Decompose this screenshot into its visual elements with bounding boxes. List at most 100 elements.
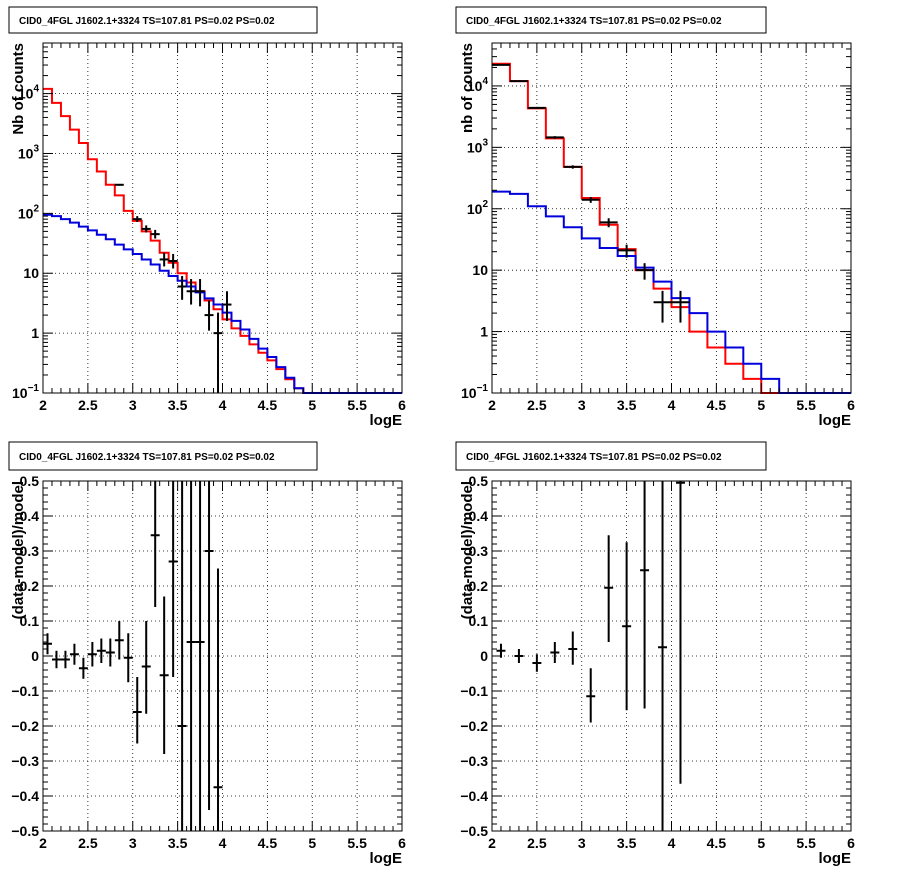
x-tick-label: 3 [578, 835, 586, 851]
data-point [186, 481, 196, 831]
data-point [222, 291, 232, 321]
data-point [599, 218, 618, 228]
y-tick-label: 0.2 [20, 578, 40, 594]
y-tick-label: 102 [18, 203, 40, 221]
data-point [622, 542, 632, 711]
data-point [132, 677, 142, 744]
data-point [177, 275, 187, 300]
x-tick-label: 2 [39, 835, 47, 851]
y-tick-label: −0.1 [11, 683, 39, 699]
y-tick-label: 0.4 [469, 508, 489, 524]
data-point [51, 650, 61, 669]
y-tick-label: 104 [467, 76, 489, 94]
grid [492, 43, 851, 393]
x-axis-label: logE [370, 850, 403, 867]
data-point [568, 631, 578, 665]
data-point [114, 621, 124, 660]
data-point [114, 183, 124, 186]
x-tick-label: 5 [308, 397, 316, 413]
title-box [455, 441, 767, 471]
grid [492, 481, 851, 831]
y-axis-label: (data-model)/model [459, 481, 476, 619]
y-axis-label: (data-model)/model [10, 481, 27, 619]
y-tick-label: 0.5 [20, 473, 40, 489]
x-tick-label: 6 [847, 397, 855, 413]
y-tick-label: −0.2 [11, 718, 39, 734]
data-point [150, 229, 160, 239]
y-tick-label: −0.4 [460, 788, 488, 804]
y-tick-label: 0.1 [20, 613, 40, 629]
y-tick-label: 0 [31, 648, 39, 664]
x-tick-label: 2.5 [78, 397, 98, 413]
data-point [492, 63, 510, 66]
y-tick-label: 10 [23, 265, 39, 281]
y-tick-label: 0 [480, 648, 488, 664]
x-tick-label: 5.5 [347, 397, 367, 413]
y-tick-label: 0.1 [469, 613, 489, 629]
data-point [617, 244, 636, 258]
x-tick-label: 3.5 [617, 397, 637, 413]
data-point [87, 642, 97, 667]
data-point [43, 633, 52, 655]
x-tick-label: 3 [129, 397, 137, 413]
y-tick-label: 103 [467, 137, 489, 155]
data-point [532, 654, 542, 672]
chart-title: CID0_4FGL J1602.1+3324 TS=107.81 PS=0.02… [19, 452, 275, 463]
title-box [455, 6, 767, 34]
y-tick-label: 0.2 [469, 578, 489, 594]
data-point [60, 650, 70, 669]
x-tick-label: 3.5 [617, 835, 637, 851]
y-tick-label: 10−1 [12, 383, 39, 401]
x-tick-label: 4.5 [707, 835, 727, 851]
x-tick-label: 3 [129, 835, 137, 851]
data-point [195, 279, 205, 307]
y-tick-label: 0.3 [20, 543, 40, 559]
x-tick-label: 4 [219, 835, 227, 851]
data-point [177, 481, 187, 831]
data-point [204, 481, 214, 810]
data-point [640, 481, 650, 709]
data-point [604, 535, 614, 642]
x-axis-label: logE [370, 412, 403, 429]
x-tick-label: 2 [488, 835, 496, 851]
data-point [96, 638, 106, 663]
y-axis-label: nb of counts [459, 43, 476, 133]
y-tick-label: −0.5 [11, 823, 39, 839]
y-tick-label: 102 [467, 199, 489, 217]
data-point [658, 481, 668, 831]
x-tick-label: 5 [308, 835, 316, 851]
title-box [8, 6, 318, 34]
x-axis-label: logE [819, 412, 852, 429]
data-point [635, 263, 654, 280]
chart-panel-bottom-right: 2 2.5 3 3.5 4 4.5 5 5.5 6 −0.5 −0.4 −0.3 −0.2 −0.1 0 0.… [455, 441, 855, 867]
y-tick-label: 0.4 [20, 508, 40, 524]
x-tick-label: 5 [757, 835, 765, 851]
x-tick-label: 4 [668, 835, 676, 851]
y-axis-label: Nb of counts [10, 43, 27, 135]
y-tick-label: 10−1 [461, 383, 488, 401]
x-tick-label: 4.5 [258, 835, 278, 851]
chart-panel-top-left: 2 2.5 3 3.5 4 4.5 5 5.5 6 10−1 1 10 102 103 104 logE Nb … [8, 6, 406, 429]
y-tick-label: −0.2 [460, 718, 488, 734]
y-tick-label: 0.3 [469, 543, 489, 559]
data-point [141, 225, 151, 233]
grid [43, 43, 402, 393]
chart-title: CID0_4FGL J1602.1+3324 TS=107.81 PS=0.02… [466, 16, 722, 27]
data-point [527, 106, 546, 109]
chart-panel-bottom-left: 2 2.5 3 3.5 4 4.5 5 5.5 6 −0.5 −0.4 −0.3 −0.2 −0.1 0 0.… [8, 441, 406, 867]
chart-title: CID0_4FGL J1602.1+3324 TS=107.81 PS=0.02… [19, 16, 275, 27]
x-tick-label: 3 [578, 397, 586, 413]
y-tick-label: −0.5 [460, 823, 488, 839]
data-point [545, 136, 564, 139]
x-tick-label: 3.5 [168, 835, 188, 851]
data-point [204, 300, 214, 331]
data-point [213, 312, 223, 393]
y-tick-label: 10 [472, 262, 488, 278]
x-tick-label: 4.5 [258, 397, 278, 413]
x-tick-label: 4 [668, 397, 676, 413]
y-tick-label: 1 [480, 324, 488, 340]
data-point [671, 290, 690, 323]
x-tick-label: 3.5 [168, 397, 188, 413]
data-point [581, 197, 600, 203]
